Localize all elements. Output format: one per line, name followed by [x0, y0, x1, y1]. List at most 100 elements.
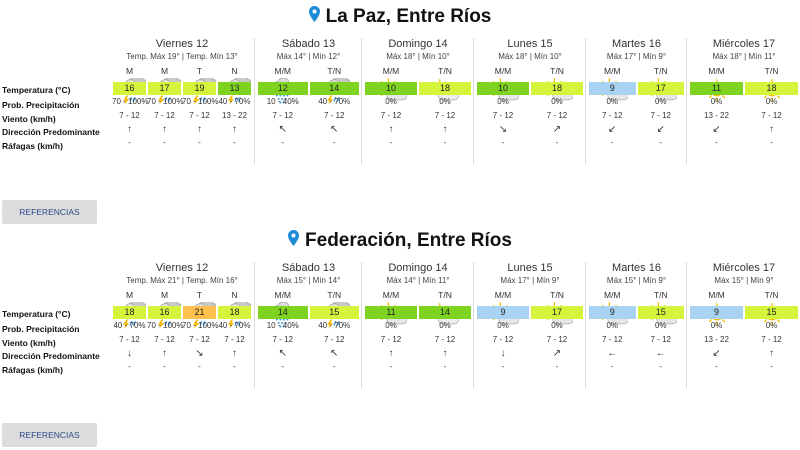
gust-cell: - [555, 138, 559, 147]
precipitation-cell: 0% [551, 321, 563, 330]
row-label: Temperatura (°C) [2, 85, 71, 95]
precipitation-cell: 70 - 100% [112, 97, 149, 106]
day-temp-range: Máx 15° | Mín 9° [714, 276, 774, 285]
gust-cell: - [659, 138, 663, 147]
location-pin-icon [308, 6, 320, 28]
references-button[interactable]: REFERENCIAS [2, 200, 97, 224]
day-column: Domingo 14 Máx 18° | Mín 10° M/M 10 0% 7 - 12… [361, 38, 474, 164]
precipitation-cell: 40 - 70% [318, 321, 351, 330]
wind-cell: 7 - 12 [380, 111, 402, 120]
wind-direction-icon: ↑ [769, 348, 774, 359]
gust-cell: - [281, 138, 285, 147]
temperature-cell: 15 [637, 306, 684, 319]
day-column: Lunes 15 Máx 17° | Mín 9° M/M 9 0% 7 - 12 ↓ - T/… [473, 262, 586, 388]
wind-direction-icon: ↑ [388, 124, 394, 135]
gust-cell: - [389, 362, 393, 371]
day-name: Viernes 12 [155, 38, 209, 50]
day-temp-range: Máx 15° | Mín 9° [606, 276, 667, 285]
slot-label: M/M [274, 290, 292, 300]
precipitation-cell: 40 - 70% [218, 321, 251, 330]
wind-direction-icon: ↘ [498, 124, 508, 135]
slot-label: M [160, 290, 169, 300]
wind-direction-icon: ↗ [552, 124, 562, 135]
gust-cell: - [443, 138, 447, 147]
day-temp-range: Máx 14° | Mín 12° [276, 52, 341, 61]
precipitation-cell: 0% [439, 321, 451, 330]
gust-cell: - [389, 138, 393, 147]
temperature-cell: 18 [218, 306, 251, 319]
precipitation-cell: 0% [497, 321, 509, 330]
row-label: Ráfagas (km/h) [2, 365, 63, 375]
precipitation-cell: 10 - 40% [266, 97, 299, 106]
day-name: Domingo 14 [388, 262, 448, 274]
wind-direction-icon: ↖ [278, 124, 287, 135]
wind-cell: 7 - 12 [189, 111, 210, 120]
gust-cell: - [555, 362, 559, 371]
day-name: Viernes 12 [155, 262, 209, 274]
day-column: Miércoles 17 Máx 18° | Mín 11° M/M 11 0% 13 -… [686, 38, 800, 164]
temperature-cell: 9 [589, 82, 636, 95]
wind-direction-icon: ↑ [769, 124, 774, 135]
precipitation-cell: 0% [497, 97, 509, 106]
forecast-section: Federación, Entre Ríos Viernes 12 Temp. Má… [0, 228, 800, 450]
day-column: Miércoles 17 Máx 15° | Mín 9° M/M 9 0% 13 - 2… [686, 262, 800, 388]
slot-label: M/M [494, 66, 512, 76]
day-name: Lunes 15 [507, 38, 553, 50]
temperature-cell: 10 [365, 82, 417, 95]
gust-cell: - [233, 138, 236, 147]
gust-cell: - [332, 138, 336, 147]
row-label: Dirección Predominante [2, 351, 100, 361]
gust-cell: - [128, 138, 131, 147]
wind-direction-icon: ↙ [712, 124, 721, 135]
slot-label: M/M [494, 290, 512, 300]
temperature-cell: 12 [258, 82, 308, 95]
temperature-cell: 18 [113, 306, 146, 319]
precipitation-cell: 70 - 100% [147, 97, 184, 106]
day-name: Lunes 15 [507, 262, 553, 274]
gust-cell: - [501, 362, 505, 371]
day-name: Domingo 14 [388, 38, 448, 50]
gust-cell: - [501, 138, 505, 147]
wind-cell: 7 - 12 [189, 335, 210, 344]
precipitation-cell: 70 - 100% [182, 97, 219, 106]
wind-cell: 7 - 12 [119, 335, 140, 344]
wind-cell: 7 - 12 [324, 335, 345, 344]
day-name: Sábado 13 [281, 38, 336, 50]
gust-cell: - [715, 138, 718, 147]
temperature-cell: 14 [419, 306, 471, 319]
precipitation-cell: 0% [765, 321, 778, 330]
temperature-cell: 15 [309, 306, 359, 319]
precipitation-cell: 0% [551, 97, 563, 106]
wind-cell: 7 - 12 [492, 335, 514, 344]
temperature-cell: 17 [148, 82, 181, 95]
references-button[interactable]: REFERENCIAS [2, 423, 97, 447]
day-column: Domingo 14 Máx 14° | Mín 11° M/M 11 0% 7 - 12… [361, 262, 474, 388]
wind-cell: 7 - 12 [119, 111, 140, 120]
day-column: Sábado 13 Máx 15° | Mín 14° M/M 14 10 - 40% 7… [254, 262, 362, 388]
precipitation-cell: 0% [606, 321, 619, 330]
wind-direction-icon: ↖ [278, 348, 287, 359]
wind-direction-icon: ↑ [232, 124, 237, 135]
wind-direction-icon: ↖ [330, 124, 339, 135]
wind-direction-icon: ↙ [656, 124, 665, 135]
slot-label: M/M [708, 66, 725, 76]
day-temp-range: Máx 18° | Mín 10° [498, 52, 562, 61]
row-label: Prob. Precipitación [2, 100, 80, 110]
temperature-cell: 21 [183, 306, 216, 319]
day-column: Viernes 12 Temp. Máx 21° | Temp. Mín 16° M… [110, 262, 254, 388]
day-column: Sábado 13 Máx 14° | Mín 12° M/M 12 10 - 40% 7… [254, 38, 362, 164]
gust-cell: - [281, 362, 285, 371]
gust-cell: - [610, 138, 614, 147]
wind-cell: 7 - 12 [272, 335, 293, 344]
precipitation-cell: 40 - 70% [113, 321, 146, 330]
day-name: Martes 16 [612, 262, 661, 274]
temperature-cell: 14 [258, 306, 308, 319]
gust-cell: - [198, 138, 201, 147]
precipitation-cell: 0% [710, 321, 723, 330]
temperature-cell: 9 [589, 306, 636, 319]
wind-direction-icon: ← [655, 348, 666, 359]
row-label: Ráfagas (km/h) [2, 141, 63, 151]
slot-label: T/N [764, 66, 779, 76]
precipitation-cell: 0% [654, 97, 667, 106]
slot-label: M/M [708, 290, 725, 300]
